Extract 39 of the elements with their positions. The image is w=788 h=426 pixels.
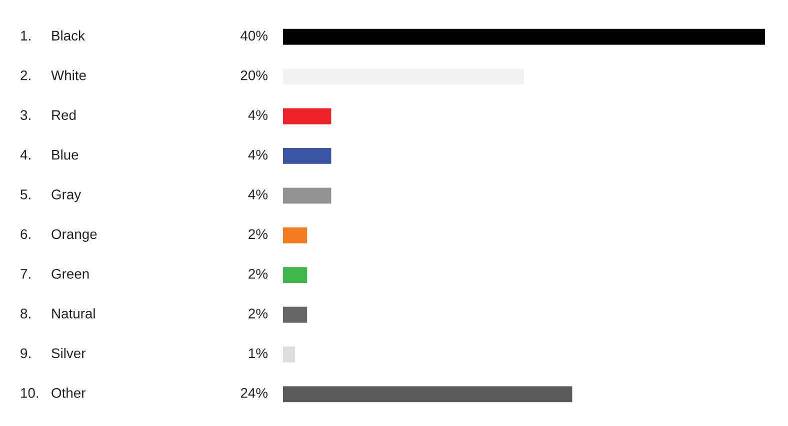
data-label: 4% xyxy=(248,150,268,160)
data-label: 2% xyxy=(248,308,268,318)
bar xyxy=(283,346,296,362)
data-label: 1% xyxy=(248,348,268,358)
text: 10. xyxy=(21,388,38,398)
bar xyxy=(283,306,308,323)
y-tick-label: Orange xyxy=(52,229,97,242)
data-label: 4% xyxy=(248,110,268,120)
text: 9. xyxy=(20,348,30,358)
y-tick-label: White xyxy=(51,70,86,80)
bar xyxy=(283,28,765,45)
text: 2. xyxy=(20,70,30,80)
y-tick-label: Gray xyxy=(52,190,82,202)
y-tick-label: Natural xyxy=(52,308,95,318)
data-label: 20% xyxy=(240,70,268,80)
y-tick-label: Red xyxy=(52,110,76,120)
data-label: 24% xyxy=(240,388,268,398)
data-label: 2% xyxy=(248,268,268,279)
text: 4. xyxy=(20,150,30,160)
y-tick-label: Black xyxy=(52,30,85,41)
data-label: 40% xyxy=(240,30,268,41)
text: 1. xyxy=(21,30,30,40)
y-tick-label: Green xyxy=(52,268,89,279)
data-label: 4% xyxy=(248,190,268,200)
text: 3. xyxy=(20,110,30,120)
y-tick-label: Blue xyxy=(52,149,78,160)
text: 6. xyxy=(20,229,30,240)
bar xyxy=(283,227,308,244)
text: 7. xyxy=(20,269,30,279)
text: 5. xyxy=(20,190,30,200)
y-tick-label: Silver xyxy=(52,348,86,358)
bar xyxy=(283,148,332,164)
bar xyxy=(283,267,308,283)
y-tick-label: Other xyxy=(52,388,86,398)
bar xyxy=(283,108,332,124)
bar xyxy=(283,386,572,402)
bar xyxy=(283,188,332,204)
text: 8. xyxy=(20,308,30,318)
data-label: 2% xyxy=(248,229,268,240)
